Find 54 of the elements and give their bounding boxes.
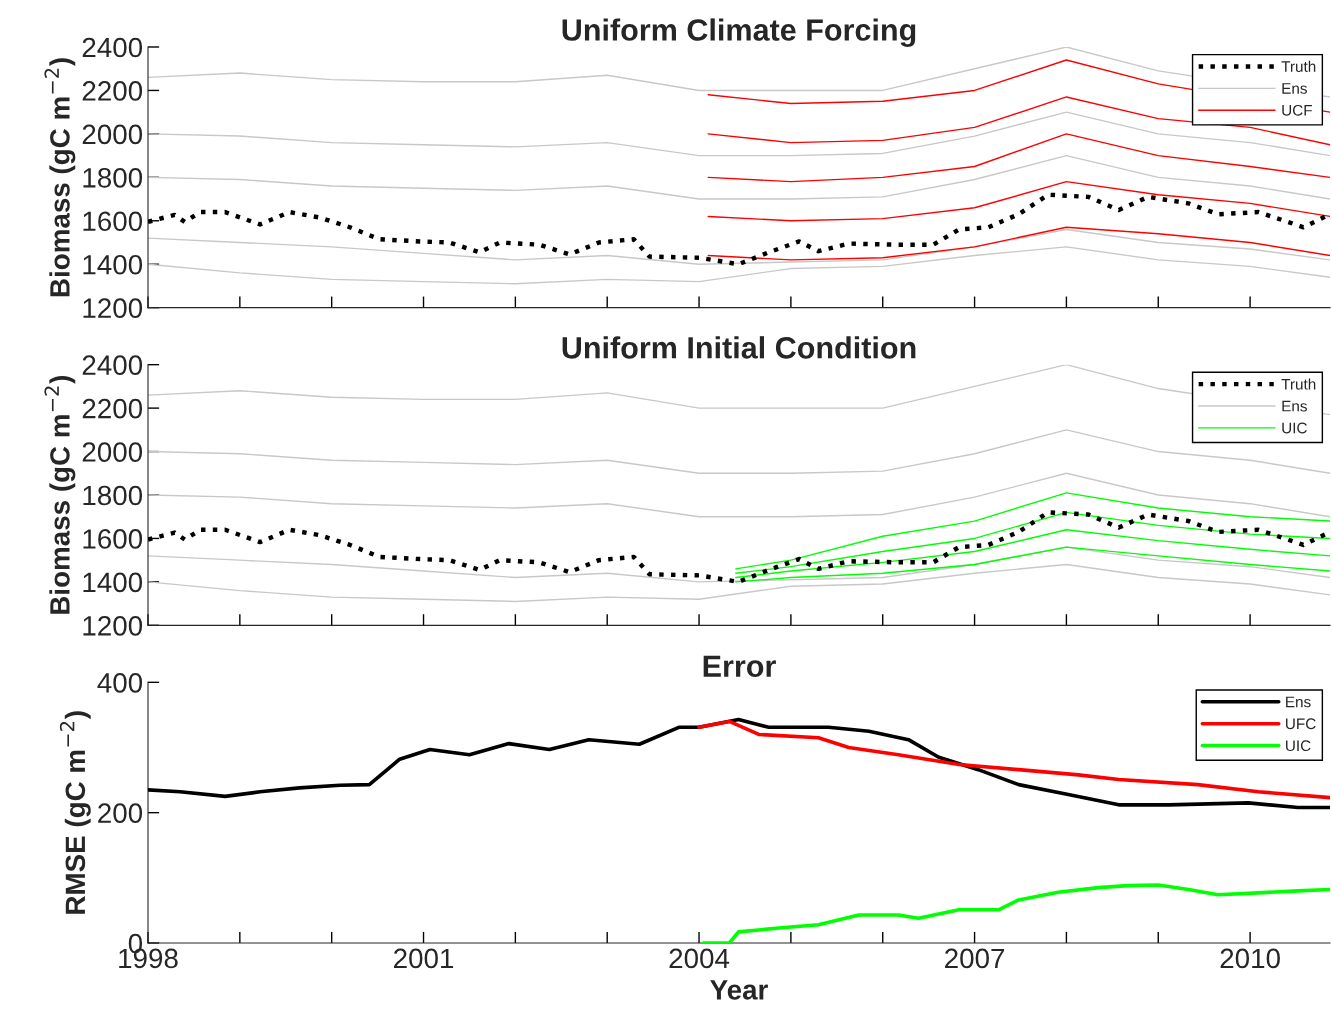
y-tick-label: 400 <box>97 673 143 693</box>
chart-title: Uniform Initial Condition <box>562 336 916 359</box>
legend-label: UIC <box>1282 422 1307 434</box>
chart-title: Uniform Climate Forcing <box>562 18 916 47</box>
y-tick-label: 2200 <box>82 81 143 101</box>
y-tick-label: 1600 <box>83 211 143 232</box>
y-tick-label: 1400 <box>83 572 143 593</box>
y-axis-title: Biomass (gC m$^{−2}$) <box>44 58 76 297</box>
line-series <box>707 180 1330 222</box>
line-series <box>707 133 1330 183</box>
y-tick-label: 2400 <box>82 355 143 376</box>
line-series <box>148 563 1330 603</box>
legend-label: Ens <box>1286 696 1311 708</box>
line-series <box>701 883 1330 943</box>
y-tick-label: 2000 <box>82 124 143 145</box>
line-series <box>735 546 1330 583</box>
legend-label: Truth <box>1281 60 1316 72</box>
line-series <box>697 719 1330 800</box>
chart-title: Error <box>703 655 776 678</box>
legend-label: Ens <box>1282 83 1307 94</box>
line-series <box>148 546 1330 583</box>
line-series <box>707 226 1330 261</box>
y-tick-label: 1800 <box>83 485 143 506</box>
line-series <box>707 96 1330 146</box>
line-series <box>148 717 1330 810</box>
line-series <box>148 246 1330 285</box>
line-series <box>148 472 1330 518</box>
line-series <box>735 511 1330 574</box>
y-tick-label: 1800 <box>83 168 143 188</box>
y-tick-label: 1600 <box>83 529 143 549</box>
line-series <box>735 529 1330 579</box>
line-series <box>735 492 1330 570</box>
legend-label: UCF <box>1282 104 1312 116</box>
x-tick-label: 2004 <box>669 948 730 969</box>
y-tick-label: 2400 <box>82 37 143 58</box>
legend-label: Truth <box>1281 378 1316 390</box>
x-tick-label: 2010 <box>1220 948 1280 969</box>
legend-label: UFC <box>1286 718 1316 730</box>
line-series <box>148 364 1330 416</box>
legend-label: UIC <box>1286 740 1311 752</box>
x-axis-title: Year <box>710 980 768 1000</box>
line-series <box>148 228 1330 265</box>
y-tick-label: 1200 <box>83 298 143 319</box>
y-tick-label: 200 <box>98 803 143 824</box>
y-tick-label: 1400 <box>83 254 143 275</box>
legend-label: Ens <box>1282 400 1307 412</box>
y-tick-label: 1200 <box>83 616 143 636</box>
x-tick-label: 2007 <box>945 948 1005 969</box>
y-tick-label: 2200 <box>82 398 143 419</box>
y-axis-title: Biomass (gC m$^{−2}$) <box>44 375 76 614</box>
line-series <box>148 154 1330 200</box>
y-axis-title: RMSE (gC m$^{−2}$) <box>59 711 91 914</box>
y-tick-label: 2000 <box>82 442 143 462</box>
x-tick-label: 2001 <box>394 948 454 969</box>
